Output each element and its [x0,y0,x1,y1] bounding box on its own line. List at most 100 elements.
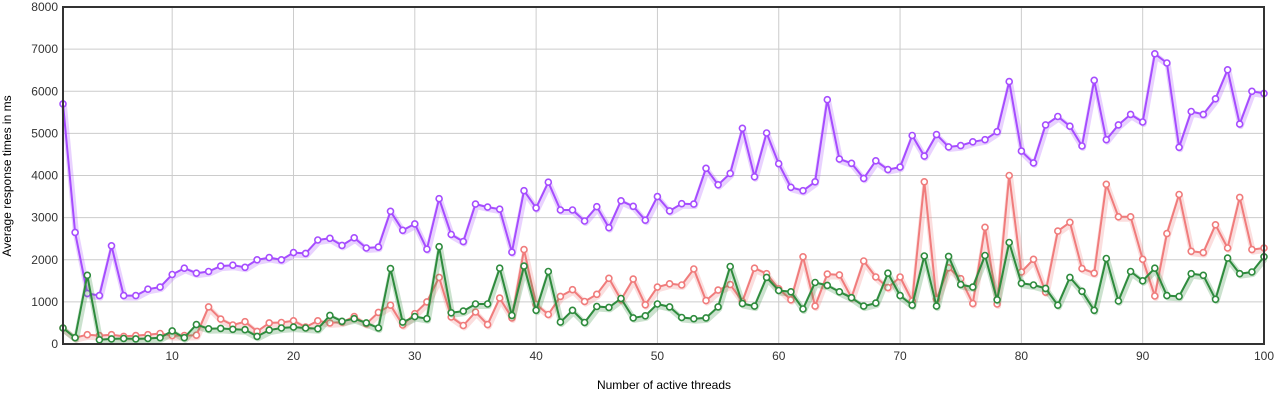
y-tick-label: 3000 [31,211,58,225]
series-1-point [386,207,395,216]
series-2-point [216,315,225,323]
series-3-point [871,299,880,307]
series-3-point [847,293,856,302]
series-3-point [1175,292,1183,301]
series-3-point [277,324,286,332]
series-1-point [1248,87,1256,96]
series-1-point [993,127,1001,136]
series-3-point [374,324,383,332]
x-tick-label: 70 [893,349,907,363]
series-2-point [641,300,650,309]
series-1-point [702,164,710,173]
series-2 [59,171,1268,343]
series-2-point [968,299,977,308]
series-1-point [107,242,116,250]
series-1-point [544,178,553,186]
series-lines [59,49,1268,345]
series-1-point [532,204,540,212]
series-1-point [605,223,613,232]
series-1-point [968,138,977,146]
grid-lines [63,7,1264,344]
series-3-point [1005,238,1014,247]
series-3-point [774,286,783,295]
series-3-point [726,262,735,271]
x-tick-label: 80 [1015,349,1029,363]
y-tick-label: 0 [51,337,58,351]
y-tick-label: 1000 [31,295,58,309]
series-1-point [1163,59,1171,67]
series-2-point [1029,255,1038,264]
x-tick-label: 90 [1136,349,1150,363]
series-1-point [1090,76,1098,85]
series-1-point [1235,120,1244,128]
series-3-point [362,319,371,327]
y-tick-label: 4000 [31,169,58,183]
series-1-point [799,186,807,195]
series-1-point [677,199,686,208]
series-1-point [338,241,346,250]
series-1-point [908,131,917,140]
series-2-point [726,280,735,289]
series-2-point [1163,229,1171,238]
series-1-point [932,130,941,139]
series-1-point [859,174,868,183]
series-3-point [944,252,953,261]
series-1-point [289,248,298,257]
y-axis-title: Average response times in ms [0,95,14,256]
series-3-point [459,307,468,315]
series-3-point [301,324,310,332]
series-3-point [423,314,431,323]
series-3-point [689,314,698,323]
series-1-point [956,141,965,150]
series-3-point [1029,281,1038,289]
x-tick-label: 60 [772,349,786,363]
series-3-point [1187,269,1195,278]
series-3-point [132,335,140,343]
series-3-point [665,303,674,311]
series-1-point [835,155,844,163]
series-1-point [156,283,164,291]
series-2-point [1211,221,1220,229]
series-1-point [1017,147,1026,155]
series-2-point [556,292,565,301]
series-2-shadow [62,174,1266,343]
series-3-point [289,323,298,331]
series-1-point [362,244,371,252]
series-3-point [859,302,868,310]
series-3-point [119,334,128,343]
series-2-point [313,316,322,325]
series-3-point [265,326,274,334]
y-tick-label: 2000 [31,253,58,267]
series-1-point [629,202,638,211]
series-2-point [920,178,929,186]
series-3-point [884,269,892,278]
series-2-point [192,331,201,340]
series-1 [59,49,1268,301]
series-3-point [544,267,553,276]
series-1-point [738,124,747,133]
series-2-point [483,320,492,329]
series-2-point [1066,218,1074,227]
series-3 [59,238,1268,345]
series-3-point [204,324,213,333]
series-1-point [787,183,795,192]
y-tick-label: 6000 [31,84,58,98]
series-1-point [920,152,929,160]
series-1-point [520,186,528,195]
series-3-point [762,273,771,282]
series-1-point [1066,122,1074,130]
series-3-point [107,335,116,343]
series-1-point [641,216,650,224]
series-2-point [1235,193,1244,202]
series-2-point [520,245,528,254]
series-1-point [896,163,904,171]
series-3-point [932,302,941,310]
series-1-point [750,173,759,181]
series-1-point [617,197,625,205]
series-3-point [1199,271,1208,280]
series-3-point [592,302,601,311]
series-3-point [410,312,419,321]
series-1-point [1175,143,1183,152]
series-2-point [83,330,92,339]
